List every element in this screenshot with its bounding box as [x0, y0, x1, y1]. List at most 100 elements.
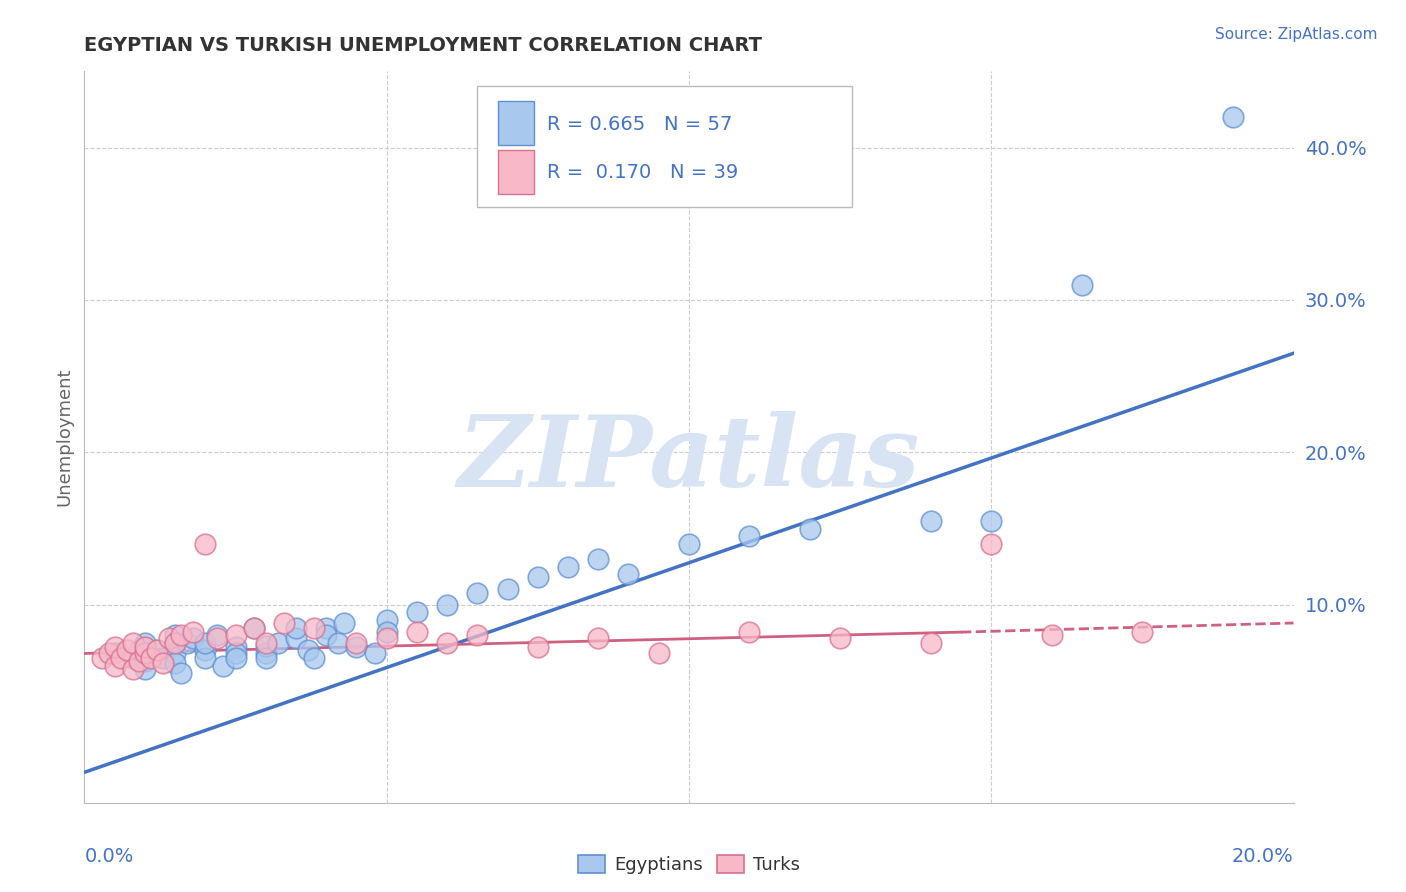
Point [254, 651, 277, 665]
Point [163, 636, 186, 650]
Point [97, 647, 120, 661]
Point [920, 514, 942, 528]
Point [128, 654, 150, 668]
Point [134, 654, 156, 668]
Legend: Egyptians, Turks: Egyptians, Turks [571, 847, 807, 881]
Point [242, 621, 264, 635]
Point [152, 651, 174, 665]
Point [194, 643, 217, 657]
Point [157, 632, 180, 646]
Point [1040, 628, 1063, 642]
Point [139, 651, 162, 665]
Point [375, 613, 398, 627]
Point [980, 537, 1002, 551]
Point [678, 537, 700, 551]
Point [181, 625, 204, 640]
Point [267, 636, 290, 650]
Point [526, 640, 548, 655]
Point [207, 632, 229, 646]
Point [297, 643, 319, 657]
Point [134, 647, 156, 661]
Point [346, 636, 368, 650]
Bar [498, 151, 534, 194]
Point [328, 636, 350, 650]
Point [121, 662, 143, 676]
Point [1071, 277, 1094, 292]
Point [134, 636, 156, 650]
Bar [498, 101, 534, 145]
Point [1222, 110, 1244, 124]
Point [284, 621, 308, 635]
Text: 0.0%: 0.0% [84, 847, 134, 866]
Point [1130, 625, 1153, 640]
Point [406, 625, 429, 640]
Point [181, 632, 204, 646]
Point [557, 559, 579, 574]
Point [91, 651, 114, 665]
Point [254, 636, 277, 650]
Point [738, 529, 761, 543]
Point [333, 615, 356, 630]
Point [830, 632, 852, 646]
Point [152, 656, 174, 670]
Point [207, 628, 229, 642]
Point [302, 651, 325, 665]
Point [375, 632, 398, 646]
Point [799, 521, 821, 535]
Text: EGYPTIAN VS TURKISH UNEMPLOYMENT CORRELATION CHART: EGYPTIAN VS TURKISH UNEMPLOYMENT CORRELA… [84, 36, 762, 54]
Point [284, 632, 308, 646]
Point [212, 658, 235, 673]
Point [406, 605, 429, 619]
Point [273, 615, 295, 630]
Point [134, 640, 156, 655]
Point [254, 647, 277, 661]
Point [146, 643, 169, 657]
Point [647, 647, 671, 661]
Point [163, 628, 186, 642]
Point [363, 647, 385, 661]
Text: ZIPatlas: ZIPatlas [458, 411, 920, 508]
Point [526, 570, 548, 584]
Y-axis label: Unemployment: Unemployment [55, 368, 73, 507]
Point [254, 639, 277, 653]
Point [375, 625, 398, 640]
Point [436, 598, 458, 612]
Point [588, 552, 610, 566]
Point [134, 647, 156, 661]
Point [104, 647, 127, 661]
Point [617, 567, 640, 582]
Point [163, 647, 186, 661]
Point [467, 585, 489, 599]
Point [738, 625, 761, 640]
Point [346, 640, 368, 655]
Point [242, 621, 264, 635]
Point [225, 640, 247, 655]
Point [194, 636, 217, 650]
Point [163, 656, 186, 670]
Point [588, 632, 610, 646]
Point [302, 621, 325, 635]
Point [225, 651, 247, 665]
Point [176, 636, 198, 650]
Point [467, 628, 489, 642]
Point [436, 636, 458, 650]
Point [194, 651, 217, 665]
Point [110, 651, 132, 665]
Text: R =  0.170   N = 39: R = 0.170 N = 39 [547, 163, 738, 182]
Point [121, 651, 143, 665]
FancyBboxPatch shape [478, 86, 852, 207]
Point [315, 628, 337, 642]
Point [225, 628, 247, 642]
Point [980, 514, 1002, 528]
Point [115, 643, 138, 657]
Point [104, 658, 127, 673]
Point [315, 621, 337, 635]
Point [170, 666, 193, 681]
Point [128, 643, 150, 657]
Point [146, 643, 169, 657]
Text: 20.0%: 20.0% [1232, 847, 1294, 866]
Text: Source: ZipAtlas.com: Source: ZipAtlas.com [1215, 27, 1378, 42]
Point [225, 647, 247, 661]
Text: R = 0.665   N = 57: R = 0.665 N = 57 [547, 114, 733, 134]
Point [104, 640, 127, 655]
